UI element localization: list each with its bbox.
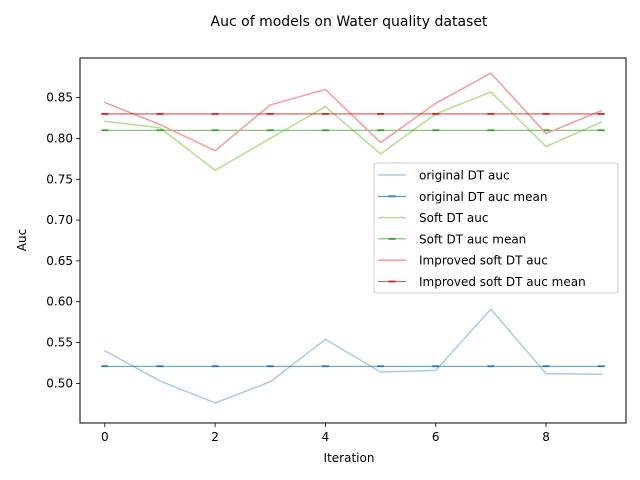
data-point-s4-5 [380, 142, 382, 144]
legend-box [373, 162, 619, 294]
data-point-s2-2 [214, 169, 216, 171]
legend-label-5: Improved soft DT auc mean [419, 275, 586, 289]
data-point-s2-5 [380, 153, 382, 155]
x-tick-label: 4 [322, 430, 330, 444]
data-point-s2-4 [324, 106, 326, 108]
series-line-4 [103, 72, 603, 152]
y-tick-label: 0.75 [46, 172, 73, 186]
x-axis-title: Iteration [324, 451, 375, 465]
data-point-s2-1 [159, 127, 161, 129]
series-line-2 [103, 91, 603, 172]
data-point-s4-6 [435, 102, 437, 104]
data-point-s4-1 [159, 124, 161, 126]
data-point-s4-9 [600, 110, 602, 112]
legend-label-4: Improved soft DT auc [419, 254, 548, 268]
series-layer [101, 72, 605, 404]
chart-title: Auc of models on Water quality dataset [211, 14, 488, 30]
data-point-s0-6 [435, 369, 437, 371]
data-point-s4-7 [490, 72, 492, 74]
y-tick-label: 0.70 [46, 213, 73, 227]
data-point-s0-1 [159, 380, 161, 382]
data-point-s4-2 [214, 150, 216, 152]
data-point-s2-8 [545, 146, 547, 148]
plot-frame [79, 57, 627, 424]
data-point-s2-9 [600, 121, 602, 123]
x-tick-label: 0 [101, 430, 109, 444]
data-point-s2-7 [490, 91, 492, 93]
legend-label-3: Soft DT auc mean [419, 232, 526, 246]
y-tick-label: 0.60 [46, 295, 73, 309]
data-point-s2-0 [104, 120, 106, 122]
data-point-s0-9 [600, 373, 602, 375]
data-point-s0-2 [214, 402, 216, 404]
data-point-s0-0 [104, 350, 106, 352]
y-axis-title: Auc [15, 229, 29, 251]
y-tick-label: 0.55 [46, 336, 73, 350]
x-tick-label: 8 [542, 430, 550, 444]
data-point-s0-3 [269, 381, 271, 383]
data-point-s0-7 [490, 308, 492, 310]
data-point-s0-8 [545, 373, 547, 375]
x-tick-label: 6 [432, 430, 440, 444]
x-tick-label: 2 [211, 430, 219, 444]
legend-label-2: Soft DT auc [419, 211, 488, 225]
y-tick-label: 0.50 [46, 376, 73, 390]
data-point-s0-5 [380, 371, 382, 373]
y-tick-label: 0.65 [46, 254, 73, 268]
legend: original DT auc original DT auc mean Soft … [373, 162, 619, 294]
axes-layer: 0 2 4 6 8 0.50 0.55 0.60 0.65 0.70 0.75 0.80 0.85 [46, 91, 550, 444]
legend-label-0: original DT auc [419, 169, 510, 183]
y-tick-label: 0.85 [46, 91, 73, 105]
y-tick-label: 0.80 [46, 131, 73, 145]
series-line-0 [103, 308, 602, 404]
data-point-s0-4 [324, 338, 326, 340]
data-point-s4-3 [269, 104, 271, 106]
data-point-s4-4 [324, 88, 326, 90]
data-point-s2-3 [269, 137, 271, 139]
legend-label-1: original DT auc mean [419, 190, 547, 204]
data-point-s4-8 [545, 133, 547, 135]
data-point-s4-0 [104, 102, 106, 104]
